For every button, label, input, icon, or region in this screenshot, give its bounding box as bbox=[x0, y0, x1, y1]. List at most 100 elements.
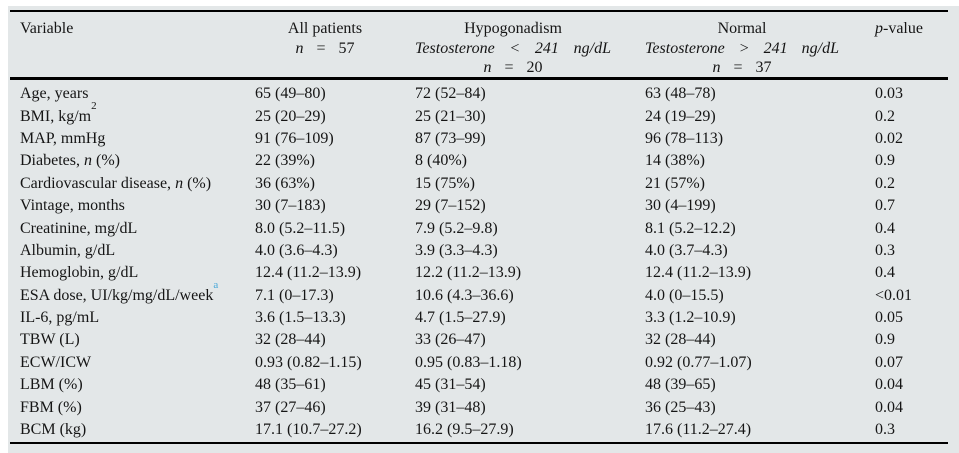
all-patients-cell: 8.0 (5.2–11.5) bbox=[255, 219, 346, 237]
hypogonadism-criteria: Testosterone < 241 ng/dL bbox=[415, 39, 611, 59]
pvalue-cell: 0.3 bbox=[875, 421, 895, 439]
criteria-operator: < bbox=[509, 40, 521, 57]
all-patients-title: All patients bbox=[287, 20, 363, 37]
all-patients-cell: 22 (39%) bbox=[255, 152, 315, 170]
p-symbol: p bbox=[875, 20, 883, 37]
footnote-a-link[interactable]: a bbox=[213, 279, 219, 292]
n-symbol: n bbox=[712, 59, 721, 76]
hypogonadism-cell: 12.2 (11.2–13.9) bbox=[415, 264, 522, 282]
variable-cell: Age, years bbox=[20, 85, 89, 103]
normal-cell: 36 (25–43) bbox=[645, 398, 716, 416]
all-patients-cell: 12.4 (11.2–13.9) bbox=[255, 264, 362, 282]
table-row: ECW/ICW 0.93 (0.82–1.15) 0.95 (0.83–1.18… bbox=[10, 352, 948, 374]
hypogonadism-cell: 0.95 (0.83–1.18) bbox=[415, 353, 522, 371]
normal-cell: 30 (4–199) bbox=[645, 197, 716, 215]
pvalue-cell: 0.03 bbox=[875, 85, 903, 103]
table-row: Cardiovascular disease, n (%) 36 (63%) 1… bbox=[10, 173, 948, 195]
hypogonadism-cell: 33 (26–47) bbox=[415, 331, 486, 349]
normal-cell: 3.3 (1.2–10.9) bbox=[645, 309, 736, 327]
all-patients-cell: 7.1 (0–17.3) bbox=[255, 286, 334, 304]
n-symbol: n bbox=[483, 59, 492, 76]
pvalue-header-label: p-value bbox=[875, 19, 948, 39]
normal-cell: 96 (78–113) bbox=[645, 129, 724, 147]
hypogonadism-title: Hypogonadism bbox=[464, 20, 562, 37]
pvalue-cell: 0.4 bbox=[875, 264, 895, 282]
pvalue-cell: <0.01 bbox=[875, 286, 913, 304]
pvalue-cell: 0.9 bbox=[875, 331, 895, 349]
pvalue-cell: 0.07 bbox=[875, 353, 903, 371]
pvalue-cell: 0.02 bbox=[875, 129, 903, 147]
hypogonadism-cell: 15 (75%) bbox=[415, 174, 475, 192]
variable-cell: Hemoglobin, g/dL bbox=[20, 264, 139, 282]
variable-cell: Vintage, months bbox=[20, 197, 125, 215]
pvalue-cell: 0.2 bbox=[875, 174, 895, 192]
header-pvalue-column: p-value bbox=[875, 19, 948, 78]
criteria-threshold: 241 bbox=[763, 40, 788, 57]
hypogonadism-cell: 39 (31–48) bbox=[415, 398, 486, 416]
hypogonadism-cell: 10.6 (4.3–36.6) bbox=[415, 286, 514, 304]
all-patients-cell: 37 (27–46) bbox=[255, 398, 326, 416]
normal-criteria: Testosterone > 241 ng/dL bbox=[645, 39, 839, 59]
all-patients-cell: 32 (28–44) bbox=[255, 331, 326, 349]
equals-sign: = bbox=[733, 59, 743, 76]
hypogonadism-cell: 45 (31–54) bbox=[415, 376, 486, 394]
all-patients-cell: 48 (35–61) bbox=[255, 376, 326, 394]
variable-cell: BCM (kg) bbox=[20, 421, 87, 439]
table-row: ESA dose, UI/kg/mg/dL/weeka 7.1 (0–17.3)… bbox=[10, 279, 948, 307]
pvalue-cell: 0.9 bbox=[875, 152, 895, 170]
normal-cell: 4.0 (3.7–4.3) bbox=[645, 241, 728, 259]
variable-cell: ESA dose, UI/kg/mg/dL/weeka bbox=[20, 279, 219, 304]
all-patients-cell: 65 (49–80) bbox=[255, 85, 326, 103]
equals-sign: = bbox=[316, 40, 326, 57]
bottom-rule bbox=[10, 442, 948, 444]
normal-cell: 12.4 (11.2–13.9) bbox=[645, 264, 752, 282]
hypogonadism-cell: 8 (40%) bbox=[415, 152, 467, 170]
normal-cell: 24 (19–29) bbox=[645, 107, 716, 125]
normal-cell: 63 (48–78) bbox=[645, 85, 716, 103]
table-row: MAP, mmHg 91 (76–109) 87 (73–99) 96 (78–… bbox=[10, 128, 948, 150]
header-separator-rule bbox=[10, 77, 948, 80]
criteria-word: Testosterone bbox=[645, 40, 725, 57]
table-row: Age, years 65 (49–80) 72 (52–84) 63 (48–… bbox=[10, 83, 948, 105]
normal-cell: 21 (57%) bbox=[645, 174, 705, 192]
table-body: Age, years 65 (49–80) 72 (52–84) 63 (48–… bbox=[10, 83, 948, 441]
normal-cell: 0.92 (0.77–1.07) bbox=[645, 353, 752, 371]
hypogonadism-cell: 7.9 (5.2–9.8) bbox=[415, 219, 498, 237]
normal-cell: 32 (28–44) bbox=[645, 331, 716, 349]
variable-cell: ECW/ICW bbox=[20, 353, 92, 371]
table-row: TBW (L) 32 (28–44) 33 (26–47) 32 (28–44)… bbox=[10, 329, 948, 351]
variable-cell: Cardiovascular disease, n (%) bbox=[20, 174, 212, 192]
criteria-threshold: 241 bbox=[534, 40, 559, 57]
header-variable-column: Variable bbox=[10, 19, 255, 78]
table-row: Vintage, months 30 (7–183) 29 (7–152) 30… bbox=[10, 195, 948, 217]
criteria-operator: > bbox=[738, 40, 750, 57]
variable-cell: Creatinine, mg/dL bbox=[20, 219, 138, 237]
header-all-patients-column: All patients n = 57 bbox=[255, 19, 415, 78]
pvalue-cell: 0.05 bbox=[875, 309, 903, 327]
criteria-word: Testosterone bbox=[415, 40, 495, 57]
normal-cell: 8.1 (5.2–12.2) bbox=[645, 219, 736, 237]
pvalue-cell: 0.7 bbox=[875, 197, 895, 215]
all-patients-cell: 36 (63%) bbox=[255, 174, 315, 192]
pvalue-cell: 0.04 bbox=[875, 376, 903, 394]
normal-n: n = 37 bbox=[645, 59, 839, 78]
hypogonadism-cell: 4.7 (1.5–27.9) bbox=[415, 309, 506, 327]
normal-cell: 4.0 (0–15.5) bbox=[645, 286, 724, 304]
normal-cell: 17.6 (11.2–27.4) bbox=[645, 421, 752, 439]
all-patients-cell: 17.1 (10.7–27.2) bbox=[255, 421, 362, 439]
criteria-unit: ng/dL bbox=[573, 40, 611, 57]
pvalue-cell: 0.2 bbox=[875, 107, 895, 125]
header-normal-column: Normal Testosterone > 241 ng/dL n = 37 bbox=[645, 19, 875, 78]
all-patients-cell: 91 (76–109) bbox=[255, 129, 334, 147]
normal-title: Normal bbox=[717, 20, 767, 37]
table-row: LBM (%) 48 (35–61) 45 (31–54) 48 (39–65)… bbox=[10, 374, 948, 396]
top-rule bbox=[10, 10, 948, 12]
all-patients-cell: 25 (20–29) bbox=[255, 107, 326, 125]
variable-cell: TBW (L) bbox=[20, 331, 80, 349]
table-row: Diabetes, n (%) 22 (39%) 8 (40%) 14 (38%… bbox=[10, 150, 948, 172]
variable-cell: IL-6, pg/mL bbox=[20, 309, 100, 327]
table-row: FBM (%) 37 (27–46) 39 (31–48) 36 (25–43)… bbox=[10, 396, 948, 418]
normal-cell: 48 (39–65) bbox=[645, 376, 716, 394]
table-row: Hemoglobin, g/dL 12.4 (11.2–13.9) 12.2 (… bbox=[10, 262, 948, 284]
criteria-unit: ng/dL bbox=[801, 40, 839, 57]
